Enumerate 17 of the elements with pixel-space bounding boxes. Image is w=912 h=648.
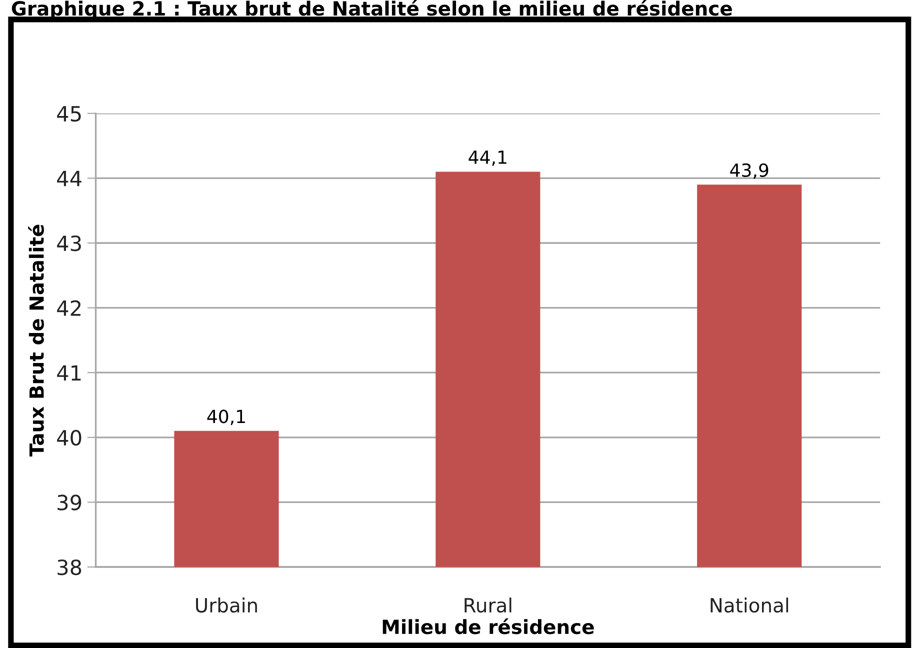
- y-tick-label: 39: [58, 494, 82, 510]
- y-tick-label: 40: [57, 430, 82, 446]
- data-label: 40,1: [207, 410, 245, 426]
- y-tick-label: 45: [57, 106, 81, 122]
- x-tick-label: Urbain: [196, 598, 257, 613]
- y-axis-title: Taux Brut de Natalité: [28, 224, 44, 457]
- x-tick-label: Rural: [464, 598, 512, 613]
- x-tick-label: National: [710, 598, 788, 613]
- y-tick-label: 43: [57, 235, 81, 252]
- x-axis-title: Milieu de résidence: [382, 618, 594, 634]
- data-label: 44,1: [468, 150, 506, 166]
- data-label: 43,9: [730, 163, 768, 179]
- y-tick-label: 42: [57, 300, 80, 316]
- chart-title: Graphique 2.1 : Taux brut de Natalité selon le milieu de résidence: [12, 0, 732, 20]
- y-tick-label: 44: [57, 170, 82, 186]
- y-tick-label: 41: [57, 365, 81, 381]
- y-tick-label: 38: [58, 559, 82, 576]
